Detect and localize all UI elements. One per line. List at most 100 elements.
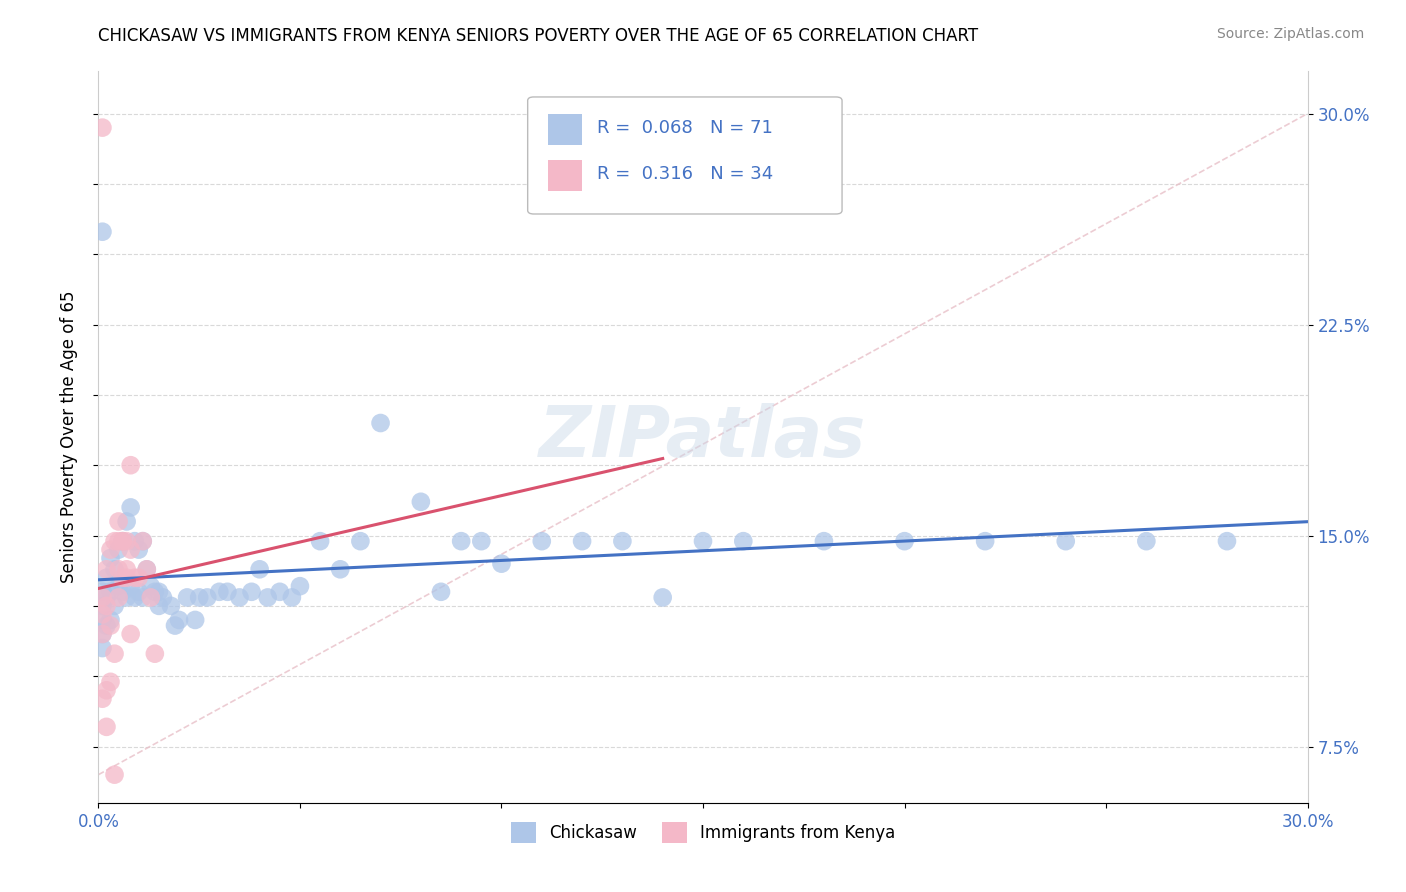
- Point: [120, 579, 142, 593]
- Y-axis label: Seniors Poverty Over the Age of 65: Seniors Poverty Over the Age of 65: [59, 291, 77, 583]
- Point: [470, 534, 492, 549]
- Point: [188, 591, 211, 605]
- Point: [96, 683, 118, 698]
- Point: [167, 613, 190, 627]
- Point: [309, 534, 332, 549]
- Point: [240, 584, 263, 599]
- Point: [124, 534, 146, 549]
- Point: [491, 557, 513, 571]
- Point: [120, 500, 142, 515]
- Point: [91, 641, 114, 656]
- Point: [148, 584, 170, 599]
- Point: [115, 571, 138, 585]
- Point: [103, 534, 125, 549]
- Point: [115, 515, 138, 529]
- Point: [91, 591, 114, 605]
- Point: [269, 584, 291, 599]
- FancyBboxPatch shape: [548, 114, 582, 145]
- Point: [111, 534, 134, 549]
- Point: [612, 534, 634, 549]
- Point: [256, 591, 278, 605]
- Point: [430, 584, 453, 599]
- Point: [103, 599, 125, 613]
- Point: [651, 591, 673, 605]
- Point: [571, 534, 593, 549]
- Point: [100, 618, 122, 632]
- Point: [111, 571, 134, 585]
- Point: [91, 607, 114, 622]
- Point: [893, 534, 915, 549]
- Point: [115, 591, 138, 605]
- Point: [184, 613, 207, 627]
- Point: [1135, 534, 1157, 549]
- Point: [107, 562, 129, 576]
- Point: [132, 591, 155, 605]
- Point: [124, 591, 146, 605]
- Point: [813, 534, 835, 549]
- Point: [163, 618, 186, 632]
- Text: Source: ZipAtlas.com: Source: ZipAtlas.com: [1216, 27, 1364, 41]
- Point: [115, 562, 138, 576]
- Point: [96, 562, 118, 576]
- FancyBboxPatch shape: [548, 160, 582, 191]
- Point: [143, 584, 166, 599]
- Point: [111, 534, 134, 549]
- Point: [281, 591, 304, 605]
- Point: [530, 534, 553, 549]
- Point: [91, 599, 114, 613]
- Text: R =  0.068   N = 71: R = 0.068 N = 71: [596, 119, 772, 136]
- Point: [96, 591, 118, 605]
- Point: [160, 599, 183, 613]
- Point: [100, 584, 122, 599]
- Point: [91, 691, 114, 706]
- Point: [100, 542, 122, 557]
- Point: [135, 562, 157, 576]
- Point: [1054, 534, 1077, 549]
- Point: [132, 534, 155, 549]
- Point: [107, 591, 129, 605]
- Point: [450, 534, 472, 549]
- Point: [974, 534, 997, 549]
- Point: [100, 674, 122, 689]
- Point: [120, 458, 142, 473]
- Point: [91, 613, 114, 627]
- Point: [152, 591, 174, 605]
- Point: [103, 767, 125, 781]
- Point: [100, 551, 122, 566]
- Point: [128, 542, 150, 557]
- Point: [148, 599, 170, 613]
- Point: [288, 579, 311, 593]
- Point: [111, 534, 134, 549]
- Point: [228, 591, 250, 605]
- Point: [120, 627, 142, 641]
- Point: [249, 562, 271, 576]
- Point: [103, 562, 125, 576]
- Point: [107, 515, 129, 529]
- Point: [91, 225, 114, 239]
- Point: [103, 647, 125, 661]
- Point: [349, 534, 371, 549]
- Point: [409, 495, 432, 509]
- Point: [692, 534, 714, 549]
- Point: [208, 584, 231, 599]
- Point: [96, 618, 118, 632]
- Point: [96, 720, 118, 734]
- Point: [120, 542, 142, 557]
- Point: [128, 584, 150, 599]
- Point: [128, 571, 150, 585]
- Text: CHICKASAW VS IMMIGRANTS FROM KENYA SENIORS POVERTY OVER THE AGE OF 65 CORRELATIO: CHICKASAW VS IMMIGRANTS FROM KENYA SENIO…: [98, 27, 979, 45]
- Point: [91, 627, 114, 641]
- Point: [370, 416, 392, 430]
- Point: [139, 579, 162, 593]
- Point: [1216, 534, 1239, 549]
- Point: [107, 579, 129, 593]
- Point: [217, 584, 239, 599]
- FancyBboxPatch shape: [527, 97, 842, 214]
- Point: [111, 584, 134, 599]
- Point: [91, 584, 114, 599]
- Point: [91, 120, 114, 135]
- Text: ZIPatlas: ZIPatlas: [540, 402, 866, 472]
- Point: [135, 562, 157, 576]
- Legend: Chickasaw, Immigrants from Kenya: Chickasaw, Immigrants from Kenya: [503, 815, 903, 849]
- Point: [96, 571, 118, 585]
